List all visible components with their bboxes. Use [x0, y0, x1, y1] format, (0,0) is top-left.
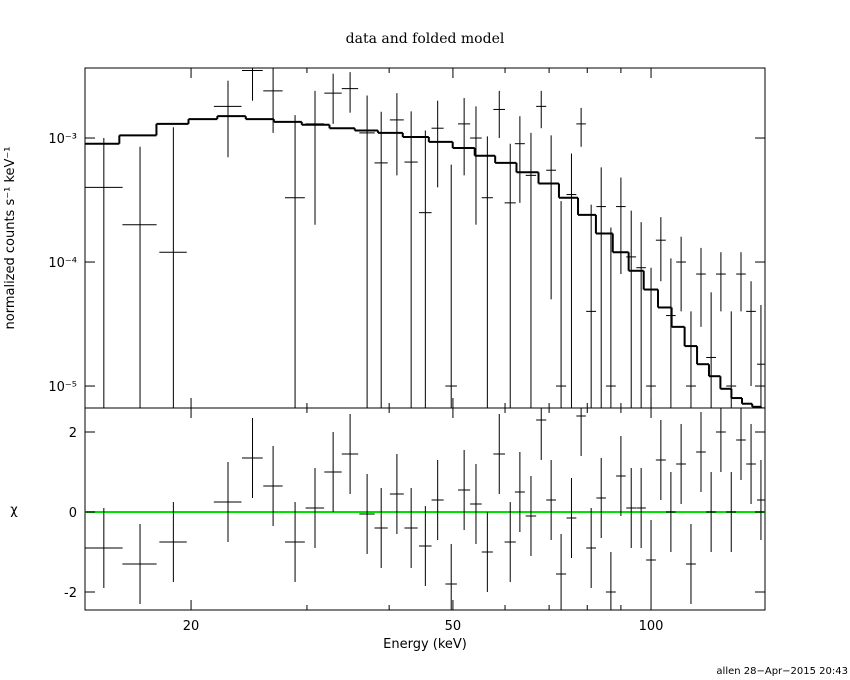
- y-tick-label: 2: [69, 426, 77, 441]
- x-axis-label: Energy (keV): [383, 637, 467, 652]
- footer: allen 28−Apr−2015 20:43: [716, 666, 848, 677]
- y-tick-label: 0: [69, 506, 77, 521]
- x-tick-label: 100: [639, 619, 664, 634]
- y-tick-label: 10⁻⁴: [48, 256, 77, 271]
- y-axis-label: χ: [10, 503, 18, 518]
- y-tick-label: 10⁻³: [48, 132, 77, 147]
- y-tick-label: -2: [64, 586, 77, 601]
- bottom-plot: [85, 408, 765, 610]
- y-axis-label: normalized counts s⁻¹ keV⁻¹: [3, 147, 18, 330]
- x-tick-label: 20: [183, 619, 200, 634]
- top-plot: [85, 68, 765, 408]
- x-tick-label: 50: [445, 619, 462, 634]
- model-step-risers: [118, 116, 763, 408]
- chart-title: data and folded model: [346, 31, 505, 47]
- y-tick-label: 10⁻⁵: [48, 380, 77, 395]
